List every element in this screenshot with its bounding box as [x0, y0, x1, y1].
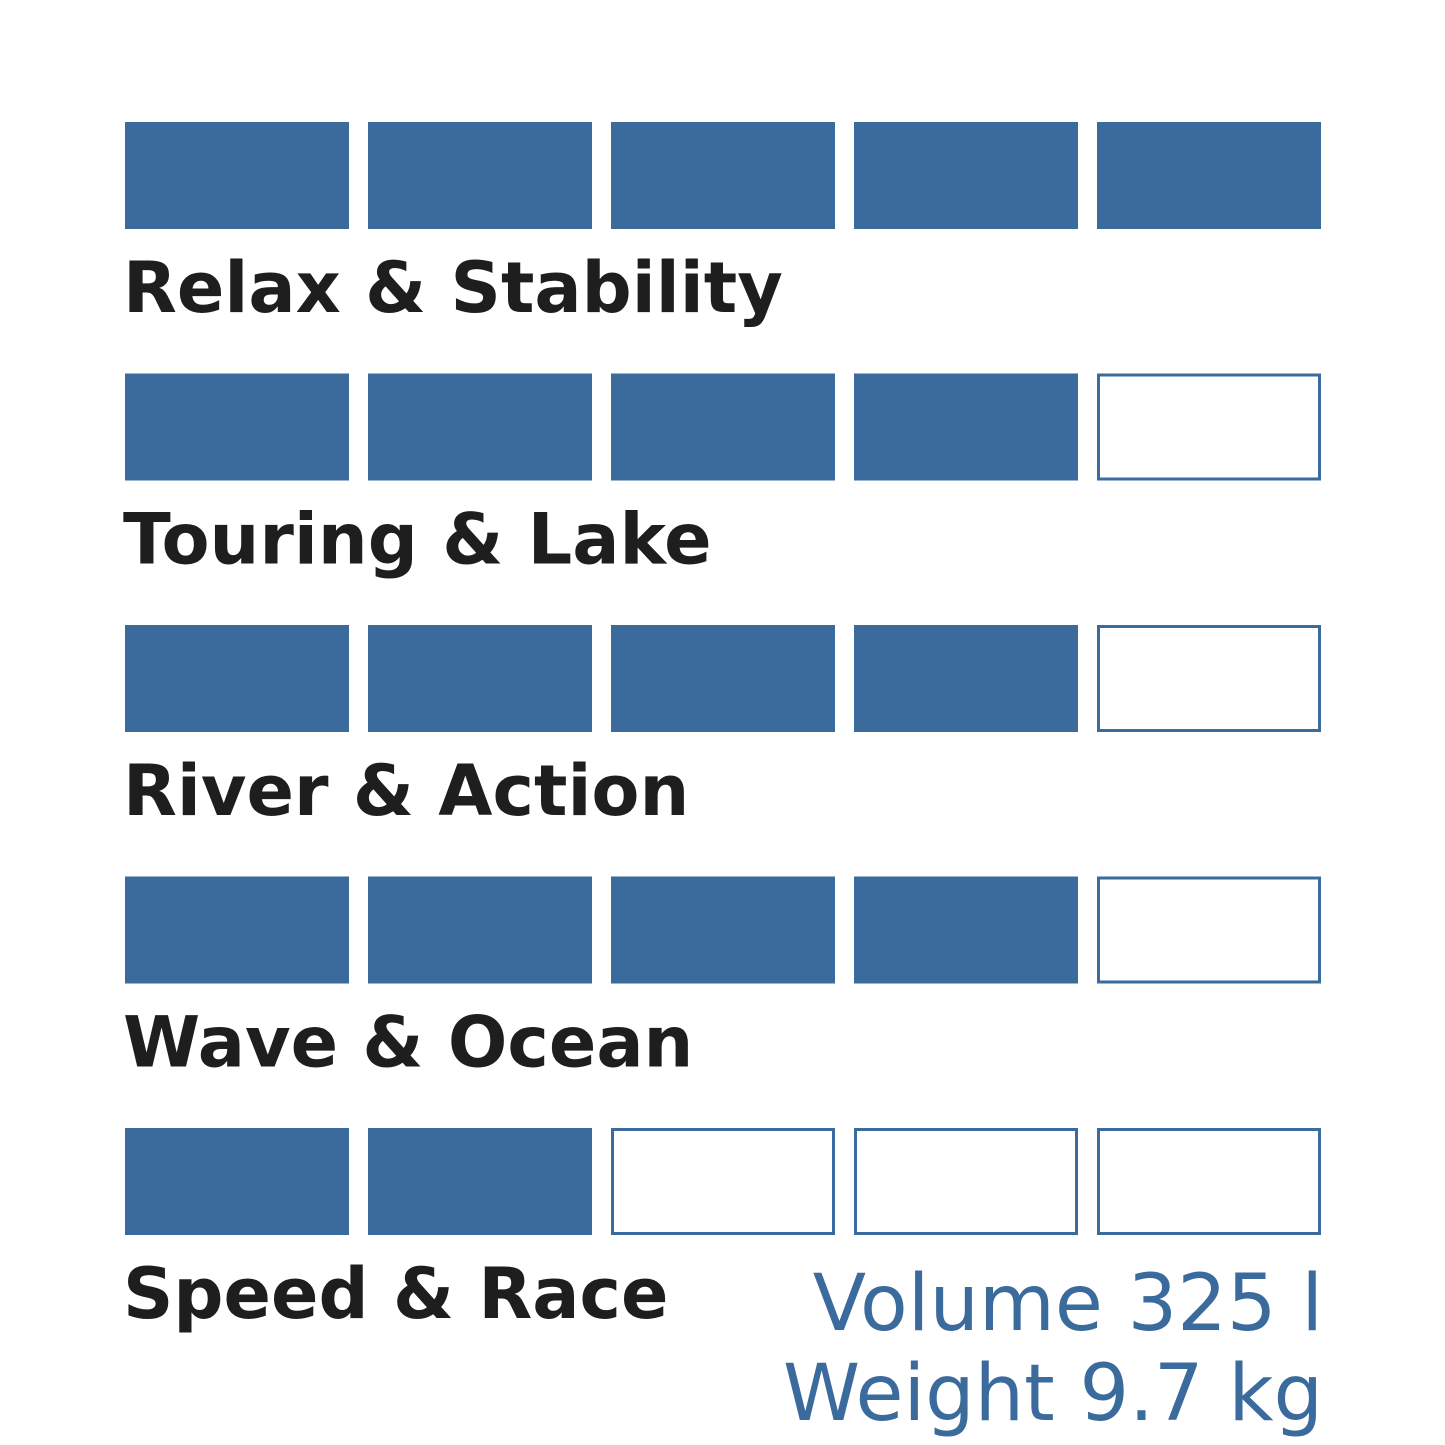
- segment-empty: [1097, 1128, 1321, 1235]
- segment-filled: [125, 625, 349, 732]
- segment-empty: [854, 1128, 1078, 1235]
- segment-filled: [854, 876, 1078, 984]
- segment-empty: [1097, 876, 1321, 984]
- segment-filled: [854, 122, 1078, 229]
- segment-filled: [611, 373, 835, 481]
- segment-empty: [1097, 625, 1321, 732]
- segment-filled: [854, 625, 1078, 732]
- volume-spec: Volume 325 l: [813, 1259, 1323, 1349]
- segment-empty: [1097, 373, 1321, 481]
- segment-filled: [368, 625, 592, 732]
- rating-label: Touring & Lake: [123, 499, 712, 581]
- segment-filled: [1097, 122, 1321, 229]
- segment-filled: [611, 625, 835, 732]
- segment-filled: [125, 876, 349, 984]
- segment-filled: [611, 876, 835, 984]
- segment-filled: [368, 373, 592, 481]
- rating-label: Speed & Race: [123, 1253, 668, 1335]
- segment-empty: [611, 1128, 835, 1235]
- rating-label: River & Action: [123, 750, 689, 832]
- segment-filled: [854, 373, 1078, 481]
- segment-filled: [368, 122, 592, 229]
- weight-spec: Weight 9.7 kg: [783, 1349, 1323, 1439]
- segment-filled: [368, 1128, 592, 1235]
- rating-label: Relax & Stability: [123, 247, 783, 329]
- segment-filled: [125, 122, 349, 229]
- segment-filled: [125, 373, 349, 481]
- segment-filled: [611, 122, 835, 229]
- rating-label: Wave & Ocean: [123, 1002, 693, 1084]
- segment-filled: [125, 1128, 349, 1235]
- segment-filled: [368, 876, 592, 984]
